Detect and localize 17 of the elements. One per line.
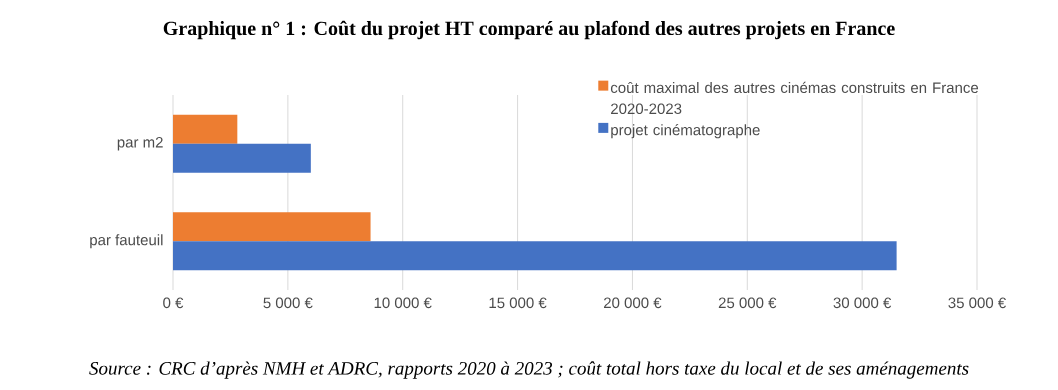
bar xyxy=(173,241,897,271)
x-tick-label: 5 000 € xyxy=(263,297,313,309)
x-tick-label: 0 € xyxy=(163,297,184,309)
legend-label: projet cinématographe xyxy=(611,124,760,139)
y-tick-label: par m2 xyxy=(117,136,163,151)
y-tick-label: par fauteuil xyxy=(90,234,163,249)
chart-title: Graphique n° 1 : Coût du projet HT comparé au plafond des autres projets en France xyxy=(163,20,895,40)
bar xyxy=(173,114,238,144)
source-note: Source : CRC d’après NMH et ADRC, rapports 2020 à 2023 ; coût total hors taxe du local et de ses aménagements xyxy=(89,361,969,379)
x-tick-label: 35 000 € xyxy=(948,297,1006,309)
x-tick-label: 10 000 € xyxy=(374,297,432,309)
x-tick-label: 20 000 € xyxy=(603,297,662,309)
x-tick-label: 15 000 € xyxy=(489,297,547,309)
bar xyxy=(173,143,311,173)
x-tick-label: 30 000 € xyxy=(833,297,892,309)
x-tick-label: 25 000 € xyxy=(718,297,777,309)
bar xyxy=(173,212,371,242)
